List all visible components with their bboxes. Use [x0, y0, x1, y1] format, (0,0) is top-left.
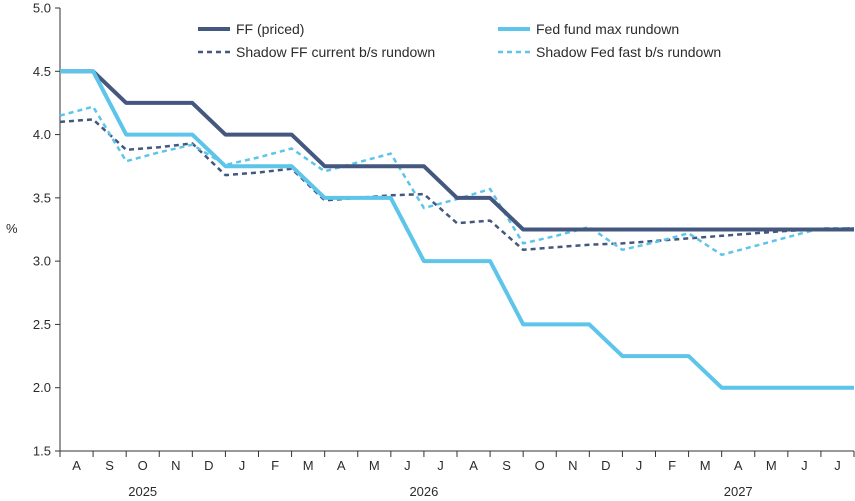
series-line — [59, 118, 855, 252]
legend: FF (priced) Fed fund max rundown Shadow FF… — [198, 21, 721, 60]
x-tick-label: D — [601, 458, 610, 473]
legend-entry: Shadow FF current b/s rundown — [236, 44, 435, 60]
x-tick-label: N — [568, 458, 577, 473]
y-tick-label: 2.5 — [33, 317, 51, 332]
x-tick-label: A — [72, 458, 81, 473]
series-line — [59, 105, 854, 257]
y-tick-label: 5.0 — [33, 1, 51, 16]
x-tick-label: O — [535, 458, 545, 473]
legend-entry: Fed fund max rundown — [536, 21, 679, 37]
x-tick-label: A — [734, 458, 743, 473]
x-tick-label: J — [834, 458, 841, 473]
x-tick-label: J — [801, 458, 808, 473]
year-label: 2025 — [128, 484, 157, 499]
legend-entry: Shadow Fed fast b/s rundown — [536, 44, 721, 60]
legend-entry: FF (priced) — [236, 21, 304, 37]
x-tick-label: M — [303, 458, 314, 473]
y-tick-label: 4.5 — [33, 64, 51, 79]
y-axis: 1.5 2.0 2.5 3.0 3.5 4.0 4.5 5.0 — [33, 1, 61, 459]
x-axis: A S O N D J F M A M J J A S O N D J F M A M J J 2025 2026 2027 — [59, 450, 855, 499]
x-tick-label: S — [105, 458, 114, 473]
y-tick-label: 4.0 — [33, 127, 51, 142]
x-tick-label: O — [138, 458, 148, 473]
x-tick-label: J — [636, 458, 643, 473]
series-lines — [59, 69, 855, 390]
x-tick-label: A — [469, 458, 478, 473]
x-tick-label: M — [369, 458, 380, 473]
x-tick-label: A — [337, 458, 346, 473]
x-tick-label: F — [271, 458, 279, 473]
x-tick-label: D — [204, 458, 213, 473]
y-tick-label: 2.0 — [33, 380, 51, 395]
y-tick-label: 3.5 — [33, 190, 51, 205]
year-label: 2027 — [724, 484, 753, 499]
x-tick-label: F — [668, 458, 676, 473]
y-tick-label: 3.0 — [33, 254, 51, 269]
x-tick-label: S — [502, 458, 511, 473]
x-tick-label: M — [700, 458, 711, 473]
x-tick-label: N — [171, 458, 180, 473]
x-tick-label: J — [404, 458, 411, 473]
series-line — [60, 69, 854, 390]
x-tick-label: J — [239, 458, 246, 473]
series-line — [60, 69, 854, 232]
y-tick-label: 1.5 — [33, 444, 51, 459]
year-label: 2026 — [409, 484, 438, 499]
y-axis-label: % — [6, 221, 18, 236]
x-tick-label: M — [766, 458, 777, 473]
x-tick-label: J — [437, 458, 444, 473]
